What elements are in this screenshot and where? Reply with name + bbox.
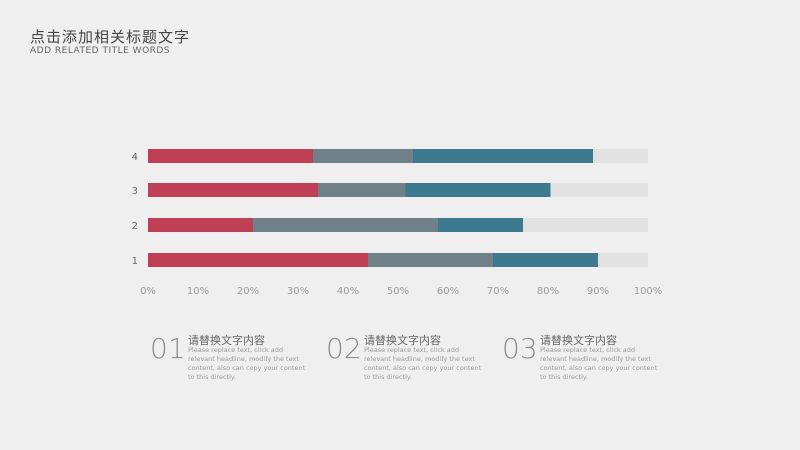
bar-segment-3-s3 [405, 183, 551, 197]
category-label-3: 3 [132, 186, 138, 197]
bar-segment-1-s1 [148, 253, 368, 267]
info-item-number: 03 [502, 332, 538, 365]
info-item-number: 01 [150, 332, 186, 365]
bar-segment-3-s1 [148, 183, 318, 197]
page-title: 点击添加相关标题文字 [30, 28, 191, 46]
category-label-1: 1 [132, 256, 138, 267]
x-tick-label: 40% [337, 286, 359, 297]
bar-segment-4-s3 [413, 149, 593, 163]
bar-segment-2-s1 [148, 218, 253, 232]
page-subtitle: ADD RELATED TITLE WORDS [30, 46, 171, 56]
x-tick-label: 80% [537, 286, 559, 297]
x-tick-label: 60% [437, 286, 459, 297]
x-tick-label: 90% [587, 286, 609, 297]
info-item-2: 02 请替换文字内容 Please replace text, click ad… [326, 330, 496, 390]
info-item-heading: 请替换文字内容 [188, 334, 265, 347]
x-tick-label: 30% [287, 286, 309, 297]
x-tick-label: 100% [634, 286, 663, 297]
info-item-description: Please replace text, click add relevant … [188, 346, 306, 381]
info-item-heading: 请替换文字内容 [364, 334, 441, 347]
info-item-3: 03 请替换文字内容 Please replace text, click ad… [502, 330, 672, 390]
info-item-1: 01 请替换文字内容 Please replace text, click ad… [150, 330, 320, 390]
bar-segment-1-s3 [493, 253, 598, 267]
info-items: 01 请替换文字内容 Please replace text, click ad… [0, 330, 800, 400]
x-tick-label: 70% [487, 286, 509, 297]
info-item-number: 02 [326, 332, 362, 365]
category-label-2: 2 [132, 221, 138, 232]
category-label-4: 4 [132, 152, 138, 163]
info-item-description: Please replace text, click add relevant … [364, 346, 482, 381]
x-tick-label: 50% [387, 286, 409, 297]
x-tick-label: 10% [187, 286, 209, 297]
bar-segment-4-s1 [148, 149, 313, 163]
bar-segment-2-s2 [253, 218, 438, 232]
x-tick-label: 20% [237, 286, 259, 297]
bar-segment-3-s2 [318, 183, 406, 197]
info-item-description: Please replace text, click add relevant … [540, 346, 658, 381]
bar-segment-4-s2 [313, 149, 413, 163]
bar-segment-2-s3 [438, 218, 523, 232]
info-item-heading: 请替换文字内容 [540, 334, 617, 347]
bar-segment-1-s2 [368, 253, 493, 267]
x-tick-label: 0% [140, 286, 156, 297]
